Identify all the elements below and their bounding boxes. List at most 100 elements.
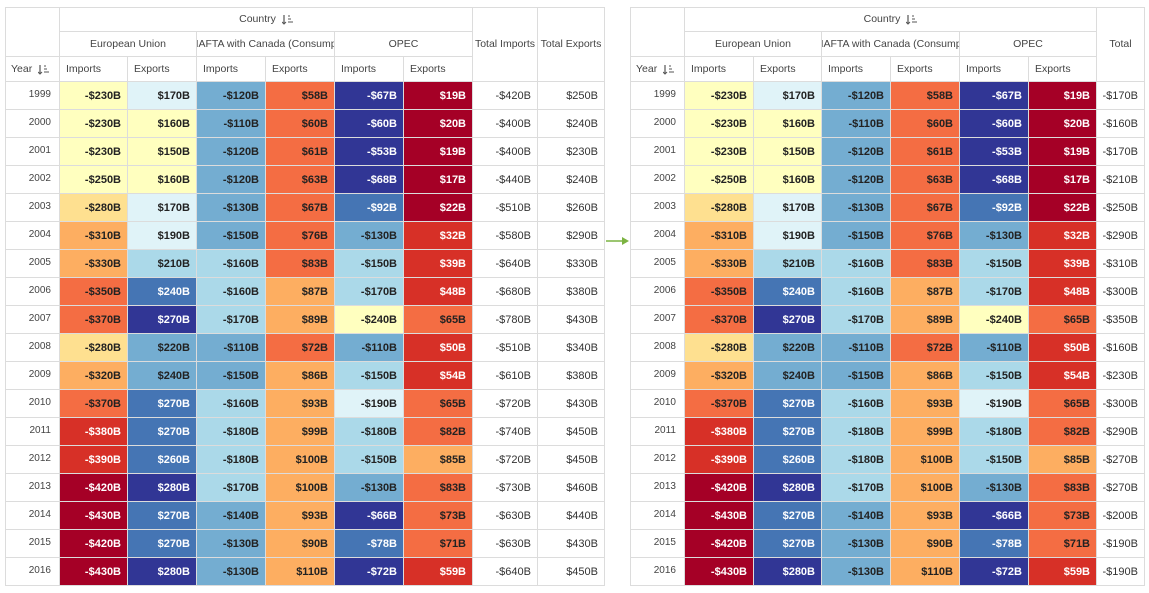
heat-cell: -$230B bbox=[685, 138, 754, 166]
heat-cell: -$150B bbox=[335, 446, 404, 474]
heat-cell: $100B bbox=[266, 446, 335, 474]
heat-cell: -$150B bbox=[960, 446, 1029, 474]
total-cell: -$420B bbox=[473, 82, 538, 110]
heat-cell: -$160B bbox=[822, 390, 891, 418]
heat-cell: -$350B bbox=[685, 278, 754, 306]
heat-cell: $160B bbox=[754, 166, 822, 194]
heat-cell: $89B bbox=[891, 306, 960, 334]
heat-cell: -$430B bbox=[60, 502, 128, 530]
cell-text: -$67B bbox=[992, 89, 1022, 102]
cell-text: Total Imports bbox=[474, 38, 536, 50]
year-label: 2009 bbox=[630, 362, 685, 390]
cell-text: $32B bbox=[1063, 229, 1090, 242]
heat-cell: -$170B bbox=[197, 474, 266, 502]
heat-cell: $61B bbox=[266, 138, 335, 166]
heat-cell: $65B bbox=[404, 390, 473, 418]
heat-cell: -$160B bbox=[197, 278, 266, 306]
heat-cell: -$180B bbox=[335, 418, 404, 446]
cell-text: -$230B bbox=[710, 145, 747, 158]
cell-text: -$92B bbox=[367, 201, 397, 214]
year-label: 1999 bbox=[630, 82, 685, 110]
heat-cell: $87B bbox=[891, 278, 960, 306]
cell-text: Imports bbox=[203, 63, 239, 75]
cell-text: $430B bbox=[566, 537, 598, 550]
measure-header: Exports bbox=[266, 57, 335, 82]
measure-header: Exports bbox=[128, 57, 197, 82]
heat-cell: $39B bbox=[404, 250, 473, 278]
cell-text: $22B bbox=[1063, 201, 1090, 214]
cell-text: -$290B bbox=[1102, 229, 1138, 242]
cell-text: $89B bbox=[926, 313, 953, 326]
heat-cell: $190B bbox=[128, 222, 197, 250]
heat-cell: -$130B bbox=[335, 222, 404, 250]
year-label: 2000 bbox=[630, 110, 685, 138]
year-label: 2014 bbox=[630, 502, 685, 530]
row-field[interactable]: Year bbox=[630, 57, 685, 82]
cell-text: -$170B bbox=[222, 481, 259, 494]
total-cell: -$680B bbox=[473, 278, 538, 306]
cell-text: $240B bbox=[157, 369, 190, 382]
total-cell: -$400B bbox=[473, 110, 538, 138]
cell-text: -$72B bbox=[367, 565, 397, 578]
cell-text: -$280B bbox=[84, 201, 121, 214]
cell-text: -$170B bbox=[1102, 89, 1138, 102]
heat-cell: $73B bbox=[404, 502, 473, 530]
heat-cell: -$150B bbox=[960, 250, 1029, 278]
heat-cell: $260B bbox=[128, 446, 197, 474]
heat-cell: -$230B bbox=[60, 82, 128, 110]
cell-text: -$120B bbox=[222, 173, 259, 186]
sort-icon[interactable] bbox=[906, 14, 918, 25]
measure-header: Imports bbox=[197, 57, 266, 82]
cell-text: -$170B bbox=[222, 313, 259, 326]
cell-text: $71B bbox=[439, 537, 466, 550]
heat-cell: -$180B bbox=[822, 418, 891, 446]
cell-text: $86B bbox=[301, 369, 328, 382]
sort-icon[interactable] bbox=[38, 64, 50, 75]
heat-cell: $89B bbox=[266, 306, 335, 334]
corner bbox=[5, 7, 60, 57]
cell-text: $19B bbox=[1063, 145, 1090, 158]
cell-text: -$150B bbox=[985, 369, 1022, 382]
total-cell: -$210B bbox=[1097, 166, 1145, 194]
cell-text: $260B bbox=[782, 453, 815, 466]
cell-text: $67B bbox=[301, 201, 328, 214]
cell-text: $67B bbox=[926, 201, 953, 214]
heat-cell: $240B bbox=[128, 278, 197, 306]
cell-text: $450B bbox=[566, 565, 598, 578]
cell-text: -$330B bbox=[84, 257, 121, 270]
cell-text: Year bbox=[636, 63, 658, 75]
cell-text: $280B bbox=[782, 565, 815, 578]
cell-text: $54B bbox=[1063, 369, 1090, 382]
cell-text: Imports bbox=[828, 63, 864, 75]
cell-text: $170B bbox=[157, 89, 190, 102]
year-label: 2008 bbox=[630, 334, 685, 362]
flow-arrow bbox=[606, 237, 629, 245]
cell-text: -$390B bbox=[84, 453, 121, 466]
cell-text: -$370B bbox=[84, 313, 121, 326]
year-label: 2002 bbox=[630, 166, 685, 194]
heat-cell: $17B bbox=[404, 166, 473, 194]
heat-cell: -$130B bbox=[822, 558, 891, 586]
cell-text: -$150B bbox=[360, 453, 397, 466]
cell-text: -$130B bbox=[847, 565, 884, 578]
column-field[interactable]: Country bbox=[60, 7, 473, 32]
heat-cell: $22B bbox=[1029, 194, 1097, 222]
column-field[interactable]: Country bbox=[685, 7, 1097, 32]
heat-cell: -$350B bbox=[60, 278, 128, 306]
heat-cell: $22B bbox=[404, 194, 473, 222]
heat-cell: $270B bbox=[128, 306, 197, 334]
cell-text: -$66B bbox=[992, 509, 1022, 522]
row-field[interactable]: Year bbox=[5, 57, 60, 82]
heat-cell: $82B bbox=[404, 418, 473, 446]
cell-text: -$440B bbox=[495, 173, 531, 186]
cell-text: -$720B bbox=[495, 397, 531, 410]
sort-icon[interactable] bbox=[281, 14, 293, 25]
cell-text: 2006 bbox=[28, 285, 51, 296]
cell-text: Exports bbox=[760, 63, 796, 75]
total-cell: $430B bbox=[538, 306, 605, 334]
heat-cell: $76B bbox=[266, 222, 335, 250]
heat-cell: $65B bbox=[1029, 306, 1097, 334]
sort-icon[interactable] bbox=[663, 64, 675, 75]
cell-text: $380B bbox=[566, 369, 598, 382]
